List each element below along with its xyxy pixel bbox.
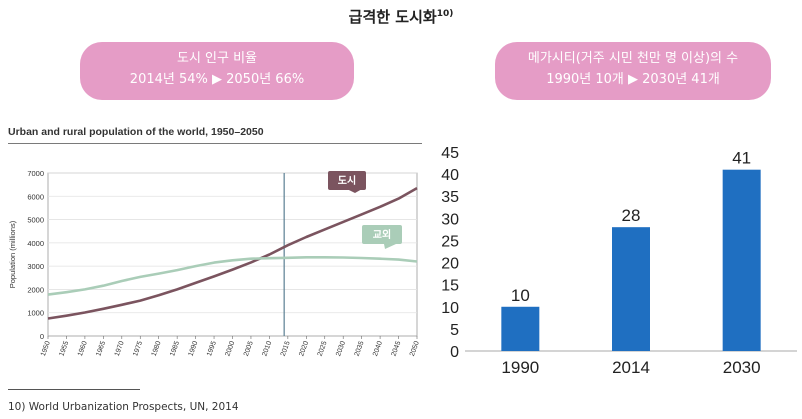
- x-tick-label: 2015: [280, 340, 292, 357]
- x-tick-label: 2030: [335, 340, 347, 357]
- x-tick-label: 1975: [132, 340, 144, 357]
- bar-y-tick-label: 30: [441, 211, 459, 228]
- rural-callout-pointer: [384, 244, 396, 249]
- megacity-pill-value: 1990년 10개 ▶ 2030년 41개: [546, 72, 720, 87]
- bar-y-tick-label: 25: [441, 233, 459, 250]
- x-tick-label: 1990: [188, 340, 200, 357]
- bar-y-tick-label: 10: [441, 300, 459, 317]
- footnote: 10) World Urbanization Prospects, UN, 20…: [8, 401, 239, 413]
- x-tick-label: 1980: [151, 340, 163, 357]
- x-tick-label: 2010: [261, 340, 273, 357]
- x-tick-label: 2045: [391, 340, 403, 357]
- rural-callout-label: 교외: [373, 229, 391, 241]
- y-tick-label: 2000: [27, 285, 44, 294]
- x-tick-label: 1995: [206, 340, 218, 357]
- bar-value-label: 10: [511, 286, 530, 305]
- y-tick-label: 3000: [27, 262, 44, 271]
- x-tick-label: 1970: [114, 340, 126, 357]
- urban-ratio-pill-value: 2014년 54% ▶ 2050년 66%: [129, 72, 305, 87]
- plot-frame: [47, 172, 418, 337]
- x-tick-label: 2000: [224, 340, 236, 357]
- bar-y-tick-label: 45: [441, 145, 459, 162]
- population-line-chart: 0 1000 2000 3000 4000 5000 6000 7000 1950 1955 196…: [8, 169, 421, 357]
- y-tick-label: 5000: [27, 216, 44, 225]
- bar-category-label: 1990: [501, 358, 539, 377]
- urban-ratio-pill: 도시 인구 비율 2014년 54% ▶ 2050년 66%: [80, 42, 354, 100]
- megacity-pill-title: 메가시티(거주 시민 천만 명 이상)의 수: [527, 51, 739, 66]
- line-chart-title: Urban and rural population of the world,…: [8, 126, 264, 138]
- bar-y-tick-label: 35: [441, 189, 459, 206]
- x-tick-label: 2035: [354, 340, 366, 357]
- bar-y-tick-label: 0: [450, 344, 459, 361]
- y-tick-label: 6000: [27, 192, 44, 201]
- x-tick-label: 2025: [317, 340, 329, 357]
- rural-series-line: [47, 256, 418, 296]
- urban-callout-label: 도시: [338, 175, 356, 187]
- x-tick-label: 1955: [58, 340, 70, 357]
- x-tick-label: 1950: [40, 340, 52, 357]
- x-tick-label: 2020: [298, 340, 310, 357]
- bar-value-label: 28: [622, 206, 641, 225]
- megacity-pill: 메가시티(거주 시민 천만 명 이상)의 수 1990년 10개 ▶ 2030년…: [495, 42, 771, 100]
- urban-callout: 도시: [328, 171, 366, 193]
- bar-y-tick-label: 40: [441, 167, 459, 184]
- bar-2030: [722, 169, 761, 351]
- bar-1990: [501, 306, 540, 351]
- line-chart-top-rule: [8, 143, 422, 144]
- rural-callout-box: [362, 225, 402, 244]
- megacity-bar-chart: 0 5 10 15 20 25 30 35 40 45 10 1990 28 2014 41 2030: [441, 145, 797, 377]
- x-tick-label: 2040: [372, 340, 384, 357]
- urban-ratio-pill-title: 도시 인구 비율: [176, 51, 258, 66]
- bar-value-label: 41: [732, 149, 751, 168]
- bar-2014: [612, 227, 650, 351]
- page-title: 급격한 도시화10): [348, 8, 454, 26]
- y-tick-label: 4000: [27, 239, 44, 248]
- y-tick-label: 1000: [27, 309, 44, 318]
- bar-y-tick-label: 20: [441, 256, 459, 273]
- y-axis-label: Population (millions): [8, 220, 17, 288]
- bar-category-label: 2014: [612, 358, 650, 377]
- urban-series-line: [47, 186, 418, 320]
- y-tick-label: 0: [40, 332, 44, 341]
- bar-y-tick-label: 15: [441, 278, 459, 295]
- footnote-ref: 10): [436, 9, 454, 19]
- y-tick-label: 7000: [27, 169, 44, 178]
- x-tick-label: 2005: [243, 340, 255, 357]
- urban-callout-pointer: [348, 190, 361, 193]
- x-tick-label: 2050: [409, 340, 421, 357]
- urban-callout-box: [328, 171, 366, 190]
- bar-y-tick-label: 5: [450, 322, 459, 339]
- x-tick-label: 1965: [95, 340, 107, 357]
- x-tick-label: 1960: [77, 340, 89, 357]
- bar-category-label: 2030: [723, 358, 761, 377]
- footnote-rule: [8, 389, 140, 390]
- rural-callout: 교외: [362, 225, 402, 249]
- x-tick-label: 1985: [169, 340, 181, 357]
